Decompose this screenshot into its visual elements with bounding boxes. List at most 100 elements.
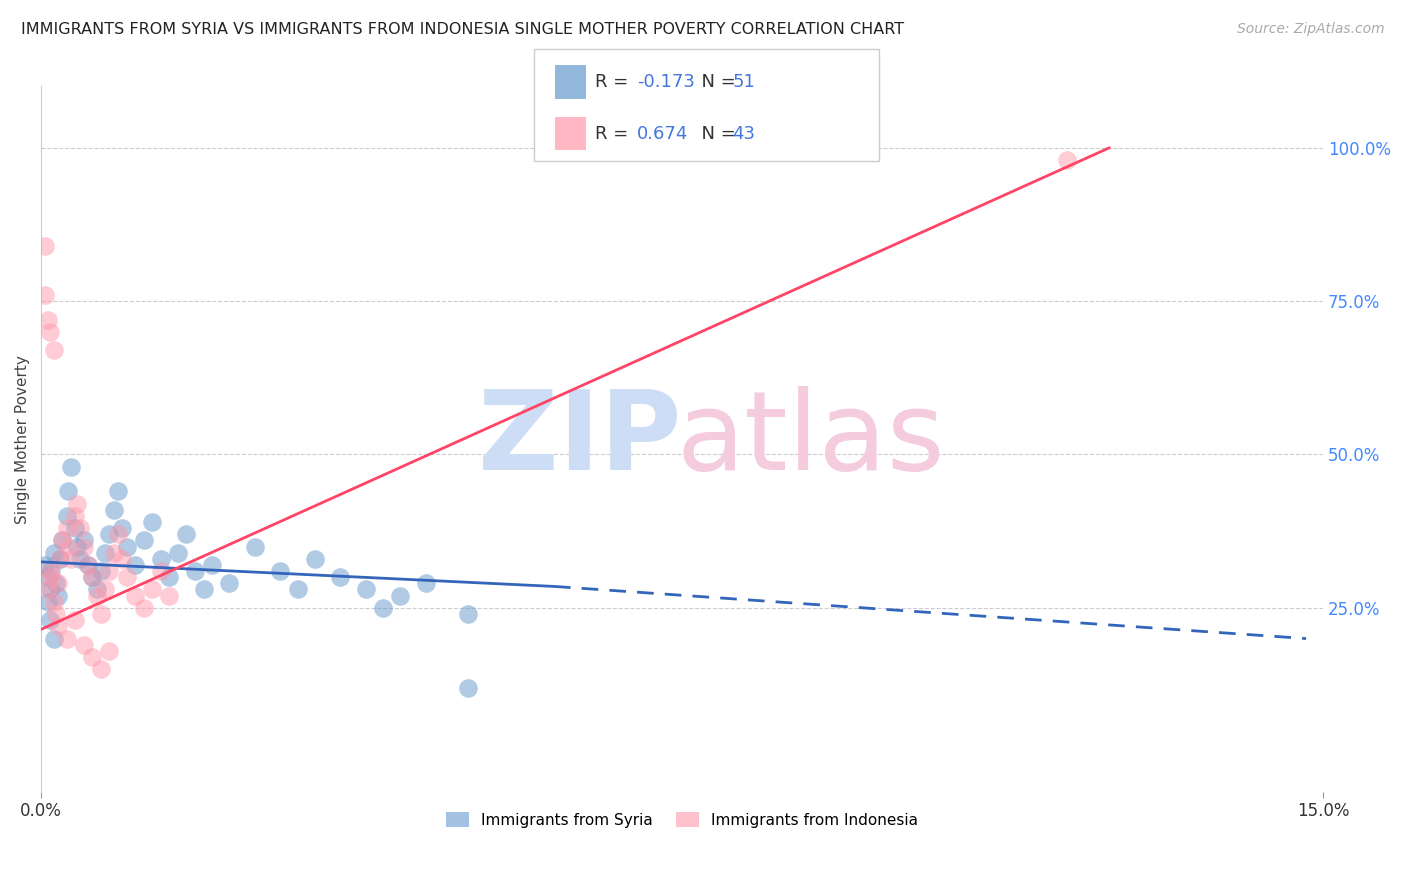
Point — [41, 564, 63, 578]
Point — [58, 540, 80, 554]
Point — [60, 459, 83, 474]
Point — [157, 589, 180, 603]
Point — [243, 540, 266, 554]
Point — [94, 546, 117, 560]
Point — [55, 508, 77, 523]
Text: R =: R = — [595, 73, 634, 91]
Point — [371, 600, 394, 615]
Point — [34, 288, 56, 302]
Point — [90, 662, 112, 676]
Point — [389, 589, 412, 603]
Point — [41, 570, 63, 584]
Point — [58, 484, 80, 499]
Point — [42, 546, 65, 560]
Point — [86, 582, 108, 597]
Point — [82, 650, 104, 665]
Point — [98, 644, 121, 658]
Text: R =: R = — [595, 125, 634, 143]
Text: IMMIGRANTS FROM SYRIA VS IMMIGRANTS FROM INDONESIA SINGLE MOTHER POVERTY CORRELA: IMMIGRANTS FROM SYRIA VS IMMIGRANTS FROM… — [21, 22, 904, 37]
Point — [82, 570, 104, 584]
Point — [77, 558, 100, 572]
Point — [86, 589, 108, 603]
Point — [55, 521, 77, 535]
Point — [77, 558, 100, 572]
Point — [46, 589, 69, 603]
Point — [193, 582, 215, 597]
Point — [269, 564, 291, 578]
Point — [94, 582, 117, 597]
Point — [304, 551, 326, 566]
Point — [42, 343, 65, 358]
Point — [60, 551, 83, 566]
Point — [167, 546, 190, 560]
Point — [37, 312, 59, 326]
Point — [49, 551, 72, 566]
Point — [115, 570, 138, 584]
Point — [1056, 153, 1078, 167]
Point — [82, 570, 104, 584]
Point — [107, 484, 129, 499]
Point — [73, 533, 96, 548]
Point — [149, 551, 172, 566]
Point — [65, 521, 87, 535]
Point — [38, 582, 60, 597]
Point — [38, 325, 60, 339]
Y-axis label: Single Mother Poverty: Single Mother Poverty — [15, 355, 30, 524]
Point — [37, 570, 59, 584]
Text: ZIP: ZIP — [478, 385, 682, 492]
Text: 43: 43 — [733, 125, 755, 143]
Point — [107, 527, 129, 541]
Point — [42, 595, 65, 609]
Point — [90, 564, 112, 578]
Point — [218, 576, 240, 591]
Point — [157, 570, 180, 584]
Point — [90, 607, 112, 621]
Point — [49, 551, 72, 566]
Text: 0.674: 0.674 — [637, 125, 689, 143]
Point — [65, 613, 87, 627]
Text: 51: 51 — [733, 73, 755, 91]
Text: -0.173: -0.173 — [637, 73, 695, 91]
Point — [103, 546, 125, 560]
Point — [132, 600, 155, 615]
Point — [176, 527, 198, 541]
Point — [37, 595, 59, 609]
Point — [184, 564, 207, 578]
Point — [46, 576, 69, 591]
Point — [66, 497, 89, 511]
Point — [115, 540, 138, 554]
Text: atlas: atlas — [676, 385, 945, 492]
Point — [46, 619, 69, 633]
Legend: Immigrants from Syria, Immigrants from Indonesia: Immigrants from Syria, Immigrants from I… — [440, 805, 924, 834]
Point — [329, 570, 352, 584]
Point — [124, 558, 146, 572]
Point — [66, 540, 89, 554]
Point — [51, 533, 73, 548]
Point — [457, 607, 479, 621]
Point — [34, 239, 56, 253]
Point — [42, 632, 65, 646]
Text: N =: N = — [690, 125, 742, 143]
Point — [37, 582, 59, 597]
Point — [38, 564, 60, 578]
Point — [51, 533, 73, 548]
Point — [141, 582, 163, 597]
Point — [132, 533, 155, 548]
Point — [149, 564, 172, 578]
Point — [55, 632, 77, 646]
Point — [38, 613, 60, 627]
Point — [354, 582, 377, 597]
Point — [415, 576, 437, 591]
Point — [111, 521, 134, 535]
Point — [73, 540, 96, 554]
Point — [111, 551, 134, 566]
Point — [69, 521, 91, 535]
Point — [287, 582, 309, 597]
Point — [98, 564, 121, 578]
Point — [201, 558, 224, 572]
Text: N =: N = — [690, 73, 742, 91]
Point — [141, 515, 163, 529]
Point — [98, 527, 121, 541]
Point — [45, 576, 67, 591]
Text: Source: ZipAtlas.com: Source: ZipAtlas.com — [1237, 22, 1385, 37]
